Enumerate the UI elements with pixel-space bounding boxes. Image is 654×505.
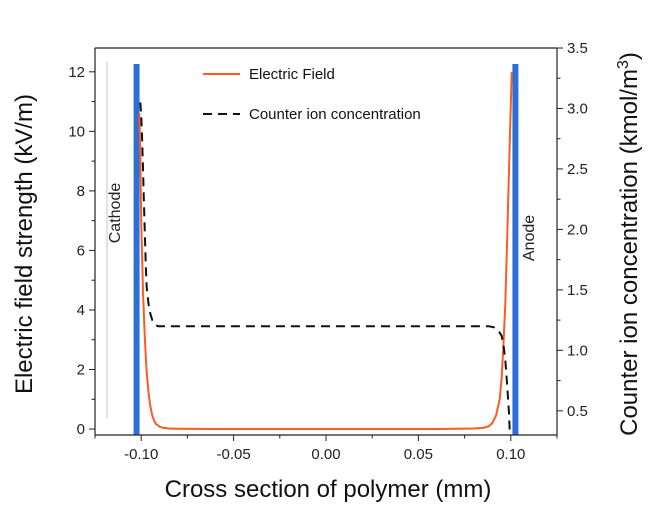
y2-axis-title-superscript: 3 (615, 60, 632, 69)
y-axis-title: Electric field strength (kV/m) (11, 94, 38, 394)
x-tick-label: -0.10 (124, 446, 158, 463)
series-line-electric-field (138, 71, 513, 430)
plot-area (106, 62, 519, 435)
legend: Electric Field Counter ion concentration (203, 66, 421, 123)
y2-tick-label: 0.5 (567, 403, 588, 420)
y-tick-label: 6 (77, 242, 85, 259)
y2-tick-label: 3.5 (567, 40, 588, 57)
y-tick-label: 8 (77, 183, 85, 200)
series-line-counter-ion-concentration (139, 102, 511, 436)
x-tick-label: 0.00 (311, 446, 340, 463)
axes-layer: -0.10 -0.05 0.00 0.05 0.10 0 2 4 6 8 10 12 0.5 1.0 1.5… (68, 40, 588, 463)
legend-label-electric-field: Electric Field (249, 66, 335, 83)
y2-axis-title-close: ) (616, 52, 643, 60)
x-axis-title: Cross section of polymer (mm) (165, 476, 492, 503)
y-tick-label: 4 (77, 302, 85, 319)
y2-tick-label: 3.0 (567, 100, 588, 117)
y2-tick-label: 2.0 (567, 221, 588, 238)
x-tick-label: 0.10 (496, 446, 525, 463)
y2-axis-title-base: Counter ion concentration (kmol/m (616, 69, 643, 436)
y2-tick-label: 1.0 (567, 342, 588, 359)
electrode-label-cathode: Cathode (107, 183, 124, 244)
y2-tick-label: 1.5 (567, 282, 588, 299)
electrode-bar-cathode (133, 64, 140, 435)
y-tick-label: 0 (77, 421, 85, 438)
series-layer (138, 71, 513, 436)
y2-tick-label: 2.5 (567, 161, 588, 178)
y2-axis-title: Counter ion concentration (kmol/m3) (615, 52, 643, 436)
electrode-bar-anode (512, 64, 519, 435)
electrode-label-anode: Anode (521, 215, 538, 261)
y-tick-label: 10 (68, 123, 85, 140)
x-tick-label: -0.05 (216, 446, 250, 463)
y-tick-label: 12 (68, 64, 85, 81)
x-tick-label: 0.05 (404, 446, 433, 463)
legend-label-counter-ion: Counter ion concentration (249, 106, 421, 123)
y-tick-label: 2 (77, 362, 85, 379)
